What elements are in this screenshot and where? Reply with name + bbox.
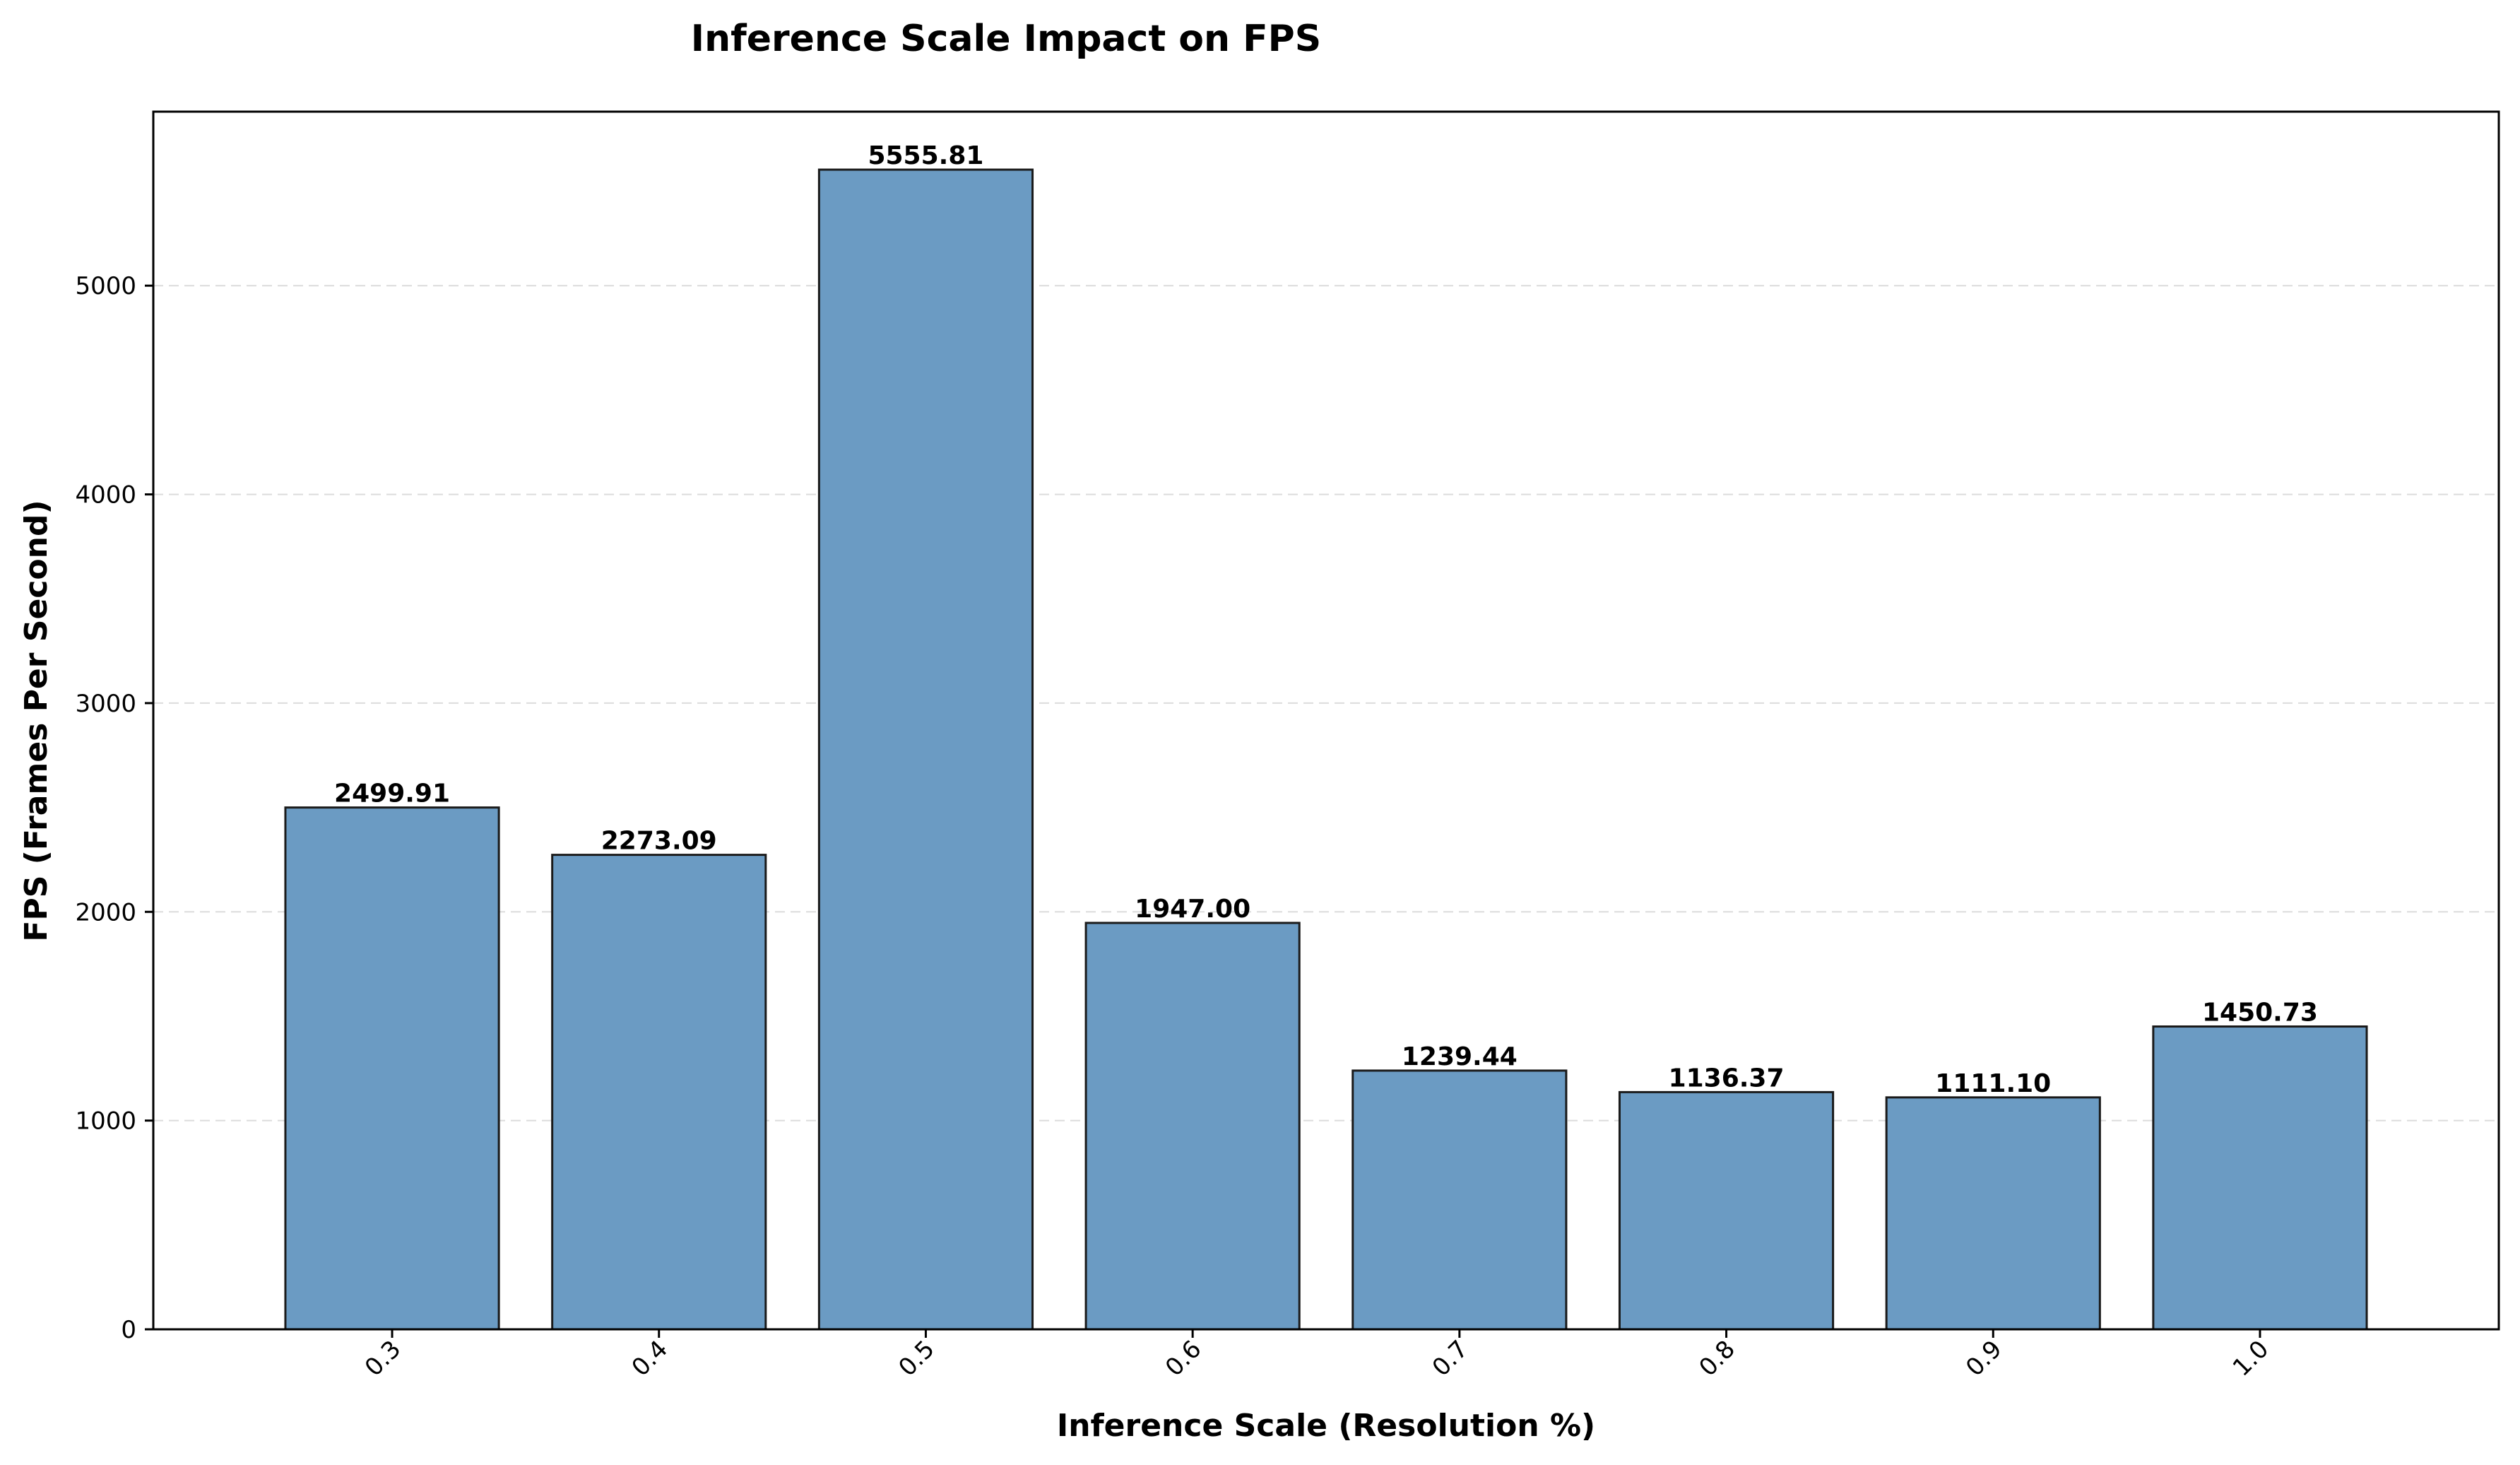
y-tick-label: 1000 xyxy=(75,1107,136,1136)
value-labels: 2499.91 2273.09 5555.81 1947.00 1239.44 1136.… xyxy=(334,141,2318,1098)
y-tick-label: 2000 xyxy=(75,898,136,926)
y-axis-ticks: 0 1000 2000 3000 4000 5000 xyxy=(75,272,153,1344)
bar-value-label: 1450.73 xyxy=(2202,999,2318,1028)
bar xyxy=(1885,1096,2101,1331)
x-axis-ticks: 0.3 0.4 0.5 0.6 0.7 0.8 0.9 1.0 xyxy=(360,1329,2274,1382)
y-tick-label: 0 xyxy=(121,1316,136,1344)
plot-frame xyxy=(152,110,2500,1331)
bar xyxy=(817,168,1034,1331)
bar-value-label: 1111.10 xyxy=(1935,1069,2051,1098)
bar xyxy=(1351,1069,1568,1331)
x-tick-label: 0.6 xyxy=(1160,1335,1207,1382)
x-tick-label: 0.4 xyxy=(627,1335,674,1382)
y-tick-label: 4000 xyxy=(75,481,136,510)
grid-lines xyxy=(153,285,2499,1122)
bar-value-label: 1239.44 xyxy=(1402,1042,1518,1071)
y-tick-label: 3000 xyxy=(75,690,136,718)
bar xyxy=(2152,1025,2368,1331)
x-tick-label: 0.3 xyxy=(360,1335,407,1382)
x-tick-label: 0.8 xyxy=(1693,1335,1741,1382)
x-tick-label: 0.9 xyxy=(1960,1335,2008,1382)
x-tick-label: 0.5 xyxy=(893,1335,940,1382)
x-tick-label: 1.0 xyxy=(2228,1335,2275,1382)
chart-title: Inference Scale Impact on FPS xyxy=(691,18,1322,60)
x-tick-label: 0.7 xyxy=(1427,1335,1474,1382)
bar-value-label: 5555.81 xyxy=(868,141,983,170)
bars xyxy=(284,168,2368,1331)
bar xyxy=(551,854,767,1331)
y-tick-label: 5000 xyxy=(75,272,136,300)
bar-value-label: 2273.09 xyxy=(601,827,717,856)
bar xyxy=(1618,1090,1835,1331)
x-axis-label: Inference Scale (Resolution %) xyxy=(1057,1408,1595,1444)
bar xyxy=(284,806,500,1331)
bar xyxy=(1084,922,1301,1331)
bar-value-label: 1947.00 xyxy=(1135,895,1250,924)
y-axis-label: FPS (Frames Per Second) xyxy=(18,500,54,941)
bar-value-label: 2499.91 xyxy=(334,779,450,808)
bar-value-label: 1136.37 xyxy=(1669,1064,1785,1093)
